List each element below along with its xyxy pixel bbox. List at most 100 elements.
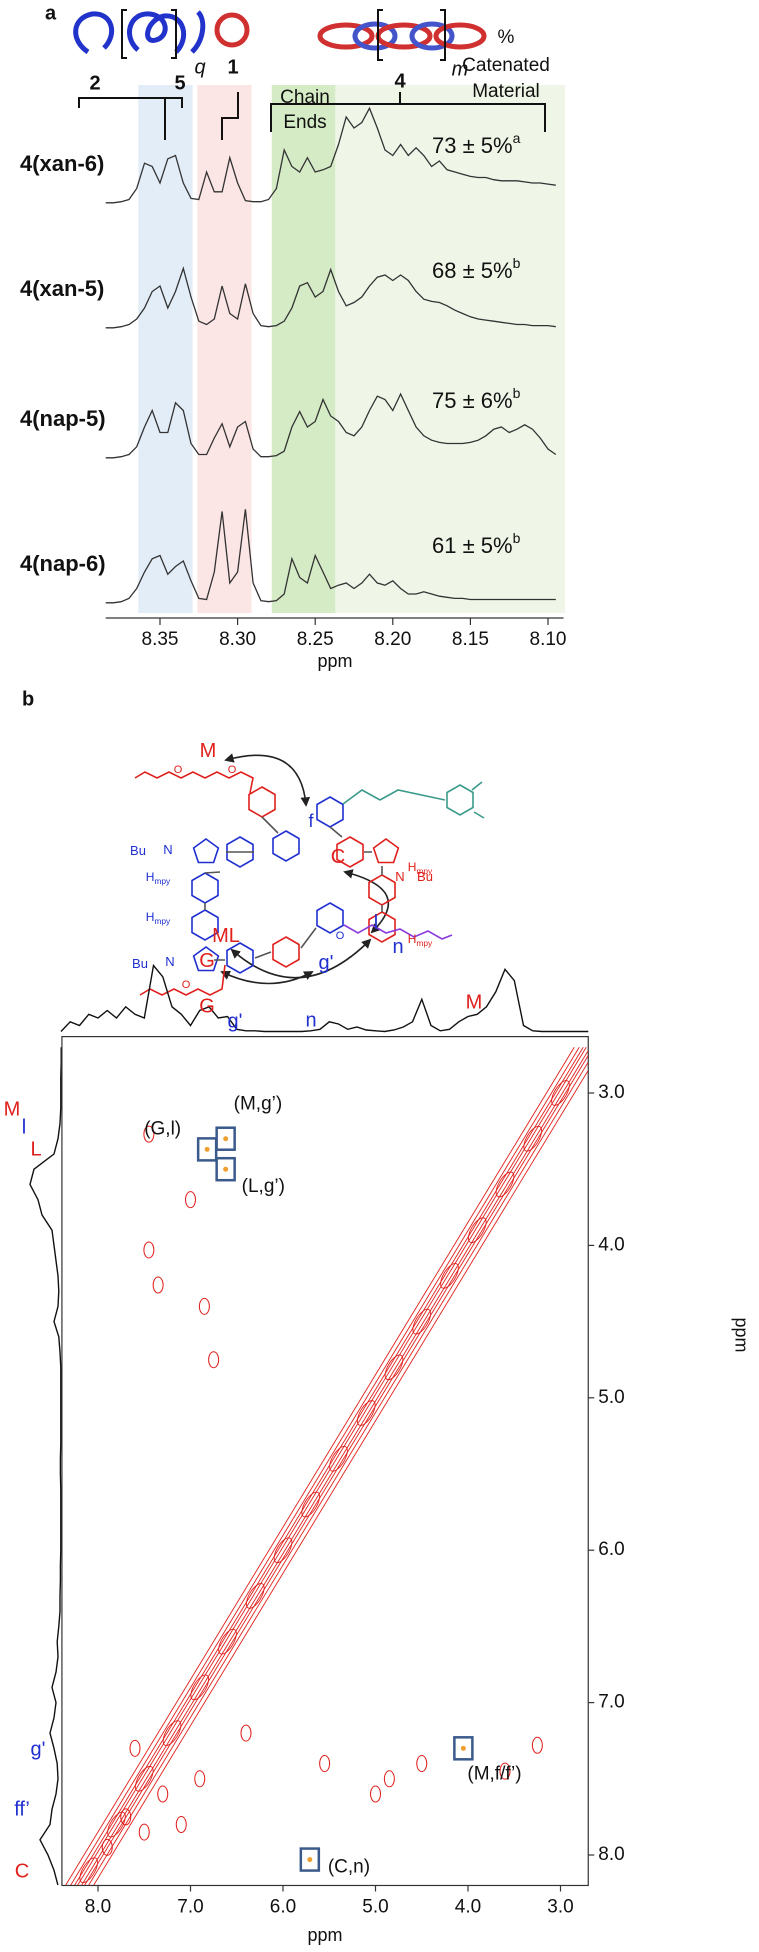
series-name: 4(xan-6)	[20, 151, 104, 176]
structure-label: Bu	[132, 956, 148, 971]
diagonal-blob	[412, 1308, 432, 1335]
structure-label: Hmpy	[408, 860, 433, 876]
x-tick-label: 8.25	[297, 629, 334, 650]
header-label: 4	[394, 70, 406, 92]
structure-label: ML	[212, 925, 240, 947]
header-label: 2	[89, 72, 100, 94]
ring	[192, 946, 220, 972]
spectrum-line	[105, 509, 556, 604]
structure-label: n	[392, 936, 403, 958]
ring	[192, 838, 220, 864]
cross-peak	[319, 1755, 331, 1773]
diagonal-blob	[134, 1765, 154, 1792]
diagonal-blob	[384, 1354, 404, 1381]
structure-text: H	[146, 870, 155, 884]
structure-text: N	[165, 954, 174, 969]
projection-label: L	[30, 1138, 41, 1160]
box-label: (C,n)	[328, 1857, 370, 1878]
catenated-value: 73 ± 5%	[432, 133, 513, 158]
footnote-mark: b	[513, 255, 521, 271]
x-axis-label: ppm	[317, 651, 352, 671]
structure-label: l	[374, 912, 378, 934]
footnote-mark: b	[513, 385, 521, 401]
structure-text: Bu	[130, 843, 146, 858]
cross-peak	[383, 1770, 395, 1788]
structure-label: O	[228, 764, 237, 776]
brackets	[78, 92, 546, 140]
structure-subscript: mpy	[416, 866, 433, 876]
highlight-box	[453, 1736, 474, 1761]
structure-label: Hmpy	[146, 910, 171, 926]
highlight-box	[215, 1156, 236, 1182]
structure-text: O	[174, 764, 183, 776]
y-tick-label: 6.0	[598, 1539, 624, 1560]
diagonal-blob	[329, 1445, 348, 1472]
region-band	[138, 85, 193, 613]
structure-label: O	[182, 979, 191, 991]
molecule	[134, 771, 485, 996]
structure-label: C	[331, 846, 345, 868]
x-tick-label: 6.0	[270, 1896, 296, 1917]
ring	[446, 784, 474, 816]
footnote-mark: b	[513, 530, 521, 546]
header-label: %	[498, 27, 515, 48]
ring	[191, 872, 219, 904]
cross-peak	[120, 1808, 132, 1826]
header-label: q	[194, 56, 205, 78]
structure-label: N	[165, 954, 174, 969]
y-tick-label: 3.0	[598, 1082, 624, 1103]
structure-label: f	[308, 811, 314, 831]
structure-text: M	[200, 740, 217, 762]
ring	[368, 911, 396, 943]
diagonal-blob	[467, 1217, 487, 1244]
spectrum-line	[105, 392, 557, 459]
structure-label: M	[200, 740, 217, 762]
projection-label: ff’	[14, 1798, 30, 1820]
ring	[272, 936, 300, 968]
cross-peak	[185, 1191, 196, 1209]
bonds	[204, 816, 383, 961]
structure-label: G	[199, 950, 215, 972]
chain	[342, 781, 485, 819]
structure-text: N	[395, 869, 404, 884]
cross-peak	[194, 1770, 206, 1788]
y-tick-label: 5.0	[598, 1387, 624, 1408]
peak-dot	[307, 1857, 313, 1863]
diagonal-blob	[356, 1400, 376, 1426]
cross-peak	[143, 1125, 155, 1143]
spectrum-line	[105, 266, 556, 329]
projection-label: M	[466, 991, 483, 1013]
cross-peak	[175, 1816, 187, 1834]
series-name: 4(nap-6)	[20, 551, 106, 576]
structure-text: O	[228, 764, 237, 776]
panel-label: b	[22, 688, 34, 710]
diagonal-blob	[79, 1857, 99, 1884]
regions	[138, 85, 566, 613]
cross-peak	[531, 1736, 543, 1754]
diagonal-blob	[273, 1537, 293, 1564]
box-label: (M,g’)	[234, 1094, 283, 1115]
ring	[316, 902, 344, 934]
cross-peaks	[101, 1125, 543, 1856]
catenated-value: 75 ± 6%	[432, 388, 513, 413]
diagonal-contour	[74, 1047, 584, 1885]
diagonal-blob	[523, 1125, 543, 1152]
x-tick-label: 7.0	[177, 1896, 203, 1917]
diagonal-blob	[107, 1811, 126, 1838]
diagonal-blob	[162, 1720, 182, 1746]
footnote-mark: a	[513, 130, 521, 146]
diagonal-blob	[495, 1171, 515, 1198]
x-tick-label: 8.30	[219, 629, 256, 650]
header-label: m	[452, 58, 469, 80]
header-label: Chain	[280, 87, 330, 108]
ring	[248, 786, 276, 818]
projection-label: C	[15, 1860, 29, 1882]
y-tick-label: 8.0	[598, 1844, 624, 1865]
x-tick-label: 5.0	[362, 1896, 388, 1917]
highlight-box	[299, 1847, 321, 1872]
structure-label: Hmpy	[408, 932, 433, 948]
structure-text: n	[392, 936, 403, 958]
cross-peak	[240, 1724, 252, 1742]
noe-arrows	[220, 753, 390, 985]
ring	[226, 836, 254, 868]
